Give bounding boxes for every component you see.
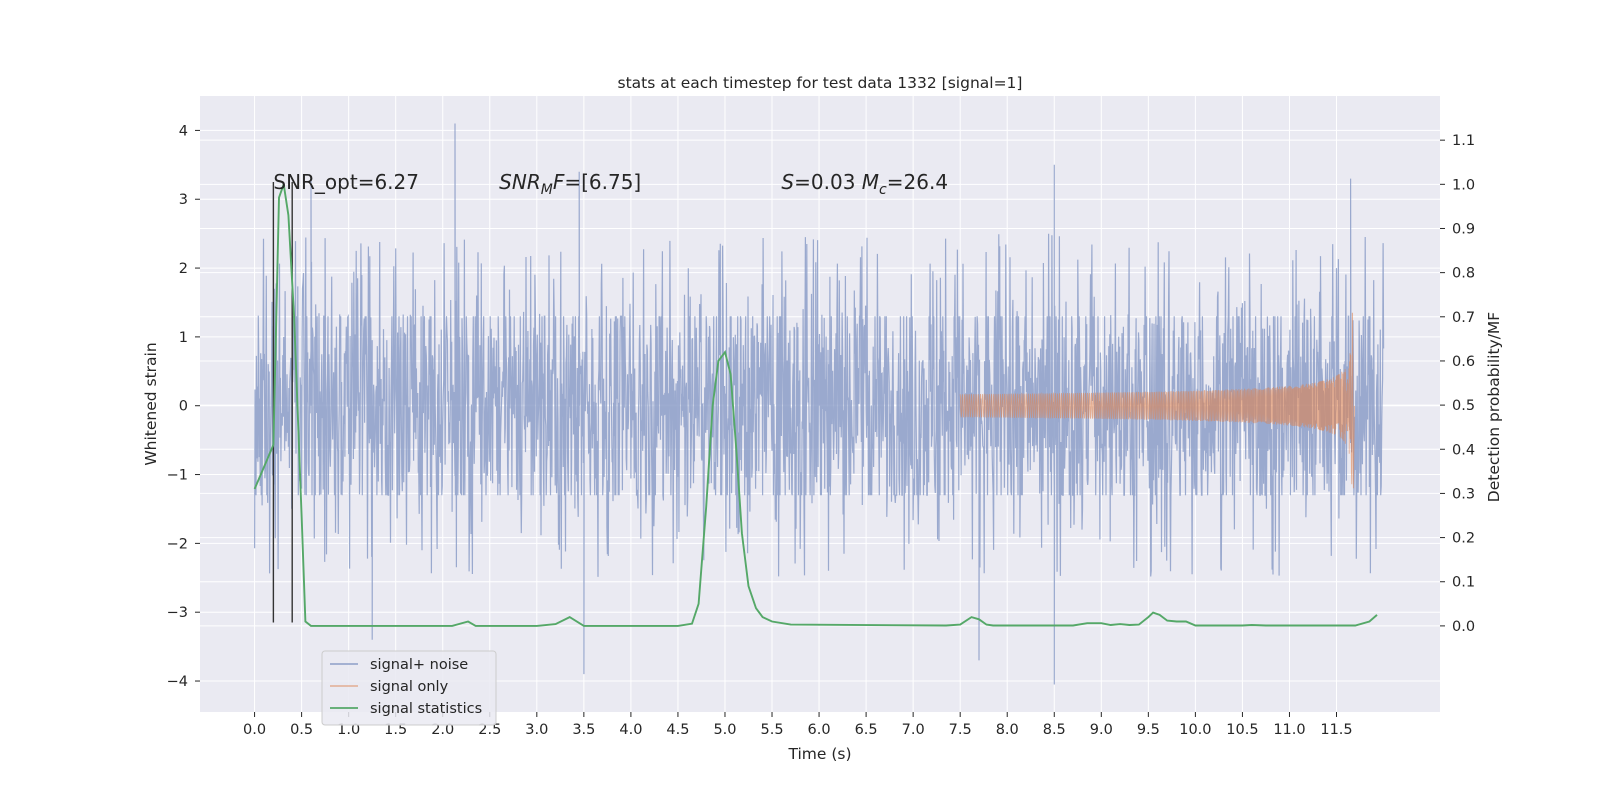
legend-label-signal-noise: signal+ noise	[370, 657, 468, 673]
x-tick-label: 3.0	[525, 722, 548, 738]
legend-label-signal-statistics: signal statistics	[370, 701, 482, 717]
right-y-axis: 1.1 1.0 0.9 0.8 0.7 0.6 0.5 0.4 0.3 0.2 0.1 0.0	[1440, 133, 1475, 635]
right-y-tick-label: 0.9	[1452, 221, 1475, 237]
x-tick-label: 1.5	[384, 722, 407, 738]
annotation-text: SNRMF=[6.75]	[499, 170, 641, 198]
annotation-text: SNR_opt=6.27	[273, 170, 419, 194]
x-tick-label: 8.0	[996, 722, 1019, 738]
right-y-tick-label: 0.7	[1452, 310, 1475, 326]
x-tick-label: 0.0	[243, 722, 266, 738]
signal-statistics-line	[253, 183, 1378, 627]
right-y-tick-label: 0.8	[1452, 266, 1475, 282]
left-y-tick-label: 4	[179, 123, 188, 139]
right-y-tick-label: 0.0	[1452, 619, 1475, 635]
left-y-axis-title: Whitened strain	[142, 342, 160, 465]
x-tick-label: 8.5	[1043, 722, 1066, 738]
x-tick-label: 3.5	[572, 722, 595, 738]
x-tick-label: 5.5	[760, 722, 783, 738]
x-tick-label: 1.0	[337, 722, 360, 738]
x-axis-title: Time (s)	[787, 745, 851, 763]
right-y-tick-label: 0.2	[1452, 531, 1475, 547]
right-y-tick-label: 1.0	[1452, 177, 1475, 193]
right-y-tick-label: 0.5	[1452, 398, 1475, 414]
chart-title: stats at each timestep for test data 133…	[618, 74, 1023, 92]
x-tick-label: 6.5	[855, 722, 878, 738]
left-y-axis: 4 3 2 1 0 −1 −2 −3 −4	[167, 123, 200, 690]
left-y-tick-label: 0	[179, 399, 188, 415]
x-tick-label: 5.0	[713, 722, 736, 738]
x-tick-label: 0.5	[290, 722, 313, 738]
right-y-tick-label: 0.4	[1452, 442, 1475, 458]
x-tick-label: 4.5	[666, 722, 689, 738]
x-tick-label: 6.0	[808, 722, 831, 738]
signal-noise-series	[254, 123, 1385, 685]
annotation-text: S=0.03 Mc=26.4	[781, 170, 948, 198]
x-tick-label: 11.5	[1320, 722, 1352, 738]
x-tick-label: 2.0	[431, 722, 454, 738]
left-y-tick-label: −4	[167, 674, 188, 690]
right-y-tick-label: 0.1	[1452, 575, 1475, 591]
right-y-tick-label: 0.6	[1452, 354, 1475, 370]
right-y-tick-label: 1.1	[1452, 133, 1475, 149]
right-y-axis-title: Detection probability/MF	[1485, 312, 1503, 503]
x-tick-label: 9.5	[1137, 722, 1160, 738]
signal-statistics-series	[253, 183, 1378, 627]
left-y-tick-label: −2	[167, 536, 188, 552]
x-tick-label: 9.0	[1090, 722, 1113, 738]
x-tick-label: 11.0	[1273, 722, 1305, 738]
legend: signal+ noise signal only signal statist…	[321, 650, 497, 726]
legend-box	[321, 650, 497, 726]
x-tick-label: 10.5	[1226, 722, 1258, 738]
left-y-tick-label: 2	[179, 261, 188, 277]
x-tick-label: 2.5	[478, 722, 501, 738]
left-y-tick-label: −1	[167, 468, 188, 484]
legend-label-signal-only: signal only	[370, 679, 449, 695]
right-y-tick-label: 0.3	[1452, 486, 1475, 502]
left-y-tick-label: 3	[179, 192, 188, 208]
x-tick-label: 7.5	[949, 722, 972, 738]
left-y-tick-label: −3	[167, 605, 188, 621]
signal-only-trace	[959, 312, 1355, 489]
annotations: SNR_opt=6.27 SNRMF=[6.75] S=0.03 Mc=26.4	[273, 170, 948, 198]
signal-only-series	[959, 312, 1355, 489]
vertical-markers	[272, 182, 293, 623]
x-tick-label: 7.0	[902, 722, 925, 738]
x-tick-label: 10.0	[1179, 722, 1211, 738]
signal-noise-trace	[254, 123, 1385, 685]
left-y-tick-label: 1	[179, 330, 188, 346]
x-tick-label: 4.0	[619, 722, 642, 738]
x-axis: 0.0 0.5 1.0 1.5 2.0 2.5 3.0 3.5 4.0 4.5 5.0 5.5 6.0 6…	[243, 712, 1353, 738]
